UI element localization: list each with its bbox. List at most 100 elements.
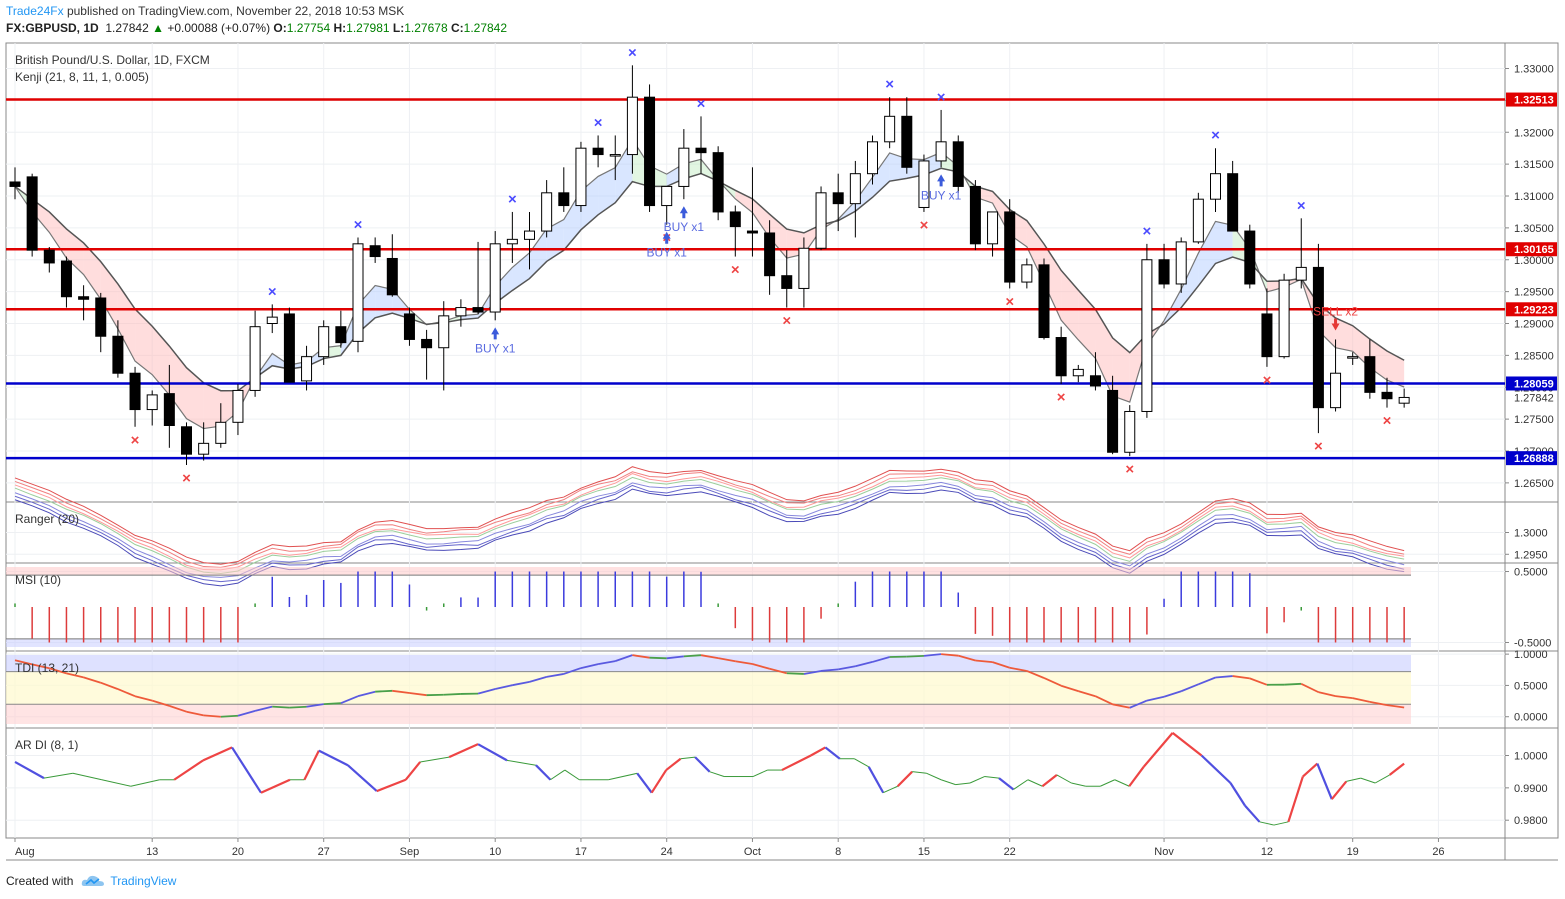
tdi-middle-zone: [6, 671, 1411, 705]
tdi-line-segment: [992, 661, 1010, 669]
tdi-line-segment: [563, 667, 582, 675]
ardi-line-segment: [1374, 774, 1390, 784]
fractal-low-marker: ×: [1314, 438, 1323, 455]
candle-body: [969, 185, 981, 245]
tdi-line-segment: [254, 705, 273, 712]
buy-arrow-icon: [662, 231, 671, 244]
ardi-line-segment: [998, 777, 1015, 791]
ardi-line-segment: [347, 764, 378, 792]
tdi-line-segment: [786, 672, 804, 675]
tdi-line-segment: [49, 667, 67, 675]
candle: [746, 167, 758, 257]
buy-signal-label: BUY x1: [646, 246, 687, 260]
y-tick-label: 1.2950: [1514, 549, 1548, 561]
fractal-high-marker: ×: [508, 191, 517, 208]
kenji-ribbon-segment: [186, 367, 204, 429]
resistance-level-tag: [1506, 92, 1557, 107]
publisher-name[interactable]: Trade24Fx: [6, 4, 64, 18]
x-tick-label: 12: [1261, 846, 1273, 858]
candle-body: [867, 141, 878, 175]
y-tick-label: 1.31000: [1514, 191, 1554, 203]
ardi-line-segment: [854, 758, 869, 768]
candle: [884, 97, 896, 149]
buy-arrow-icon: [937, 174, 946, 187]
candle: [987, 211, 999, 257]
candle-body: [729, 211, 741, 228]
y-tick-label: 0.9800: [1514, 815, 1548, 827]
tdi-line-segment: [357, 690, 376, 698]
kenji-ribbon-segment: [1044, 243, 1062, 321]
tdi-line-segment: [906, 654, 924, 658]
candle: [78, 285, 90, 321]
tdi-line-segment: [443, 693, 461, 696]
close-label: C:: [450, 21, 464, 35]
resistance-level-tag: [1506, 242, 1557, 257]
candle-body: [1107, 389, 1119, 453]
ardi-line-segment: [318, 749, 349, 767]
candle: [283, 307, 295, 383]
tradingview-link[interactable]: TradingView: [81, 874, 176, 888]
candle: [1381, 377, 1393, 408]
candle-body: [918, 160, 930, 208]
x-tick-label: 10: [489, 846, 501, 858]
sell-signal-label: SELL x2: [1313, 304, 1358, 318]
candle-body: [1192, 198, 1204, 243]
ardi-line-segment: [694, 756, 711, 773]
candle: [1398, 388, 1410, 408]
candle: [1038, 258, 1050, 340]
resistance-level-label: 1.30165: [1514, 244, 1554, 256]
candle-body: [232, 389, 244, 423]
resistance-level-tag: [1506, 302, 1557, 317]
tdi-line-segment: [1129, 699, 1148, 709]
candle: [592, 135, 604, 168]
tdi-line-segment: [769, 667, 787, 675]
ranger-band-line: [14, 466, 1405, 565]
ardi-line-segment: [1128, 766, 1145, 787]
candle-body: [1244, 230, 1256, 285]
fractal-high-marker: ×: [268, 283, 277, 300]
candle: [9, 167, 21, 200]
ardi-line-segment: [173, 759, 204, 781]
candle: [163, 364, 175, 448]
candle: [301, 345, 313, 391]
candle-body: [1261, 313, 1273, 358]
open-value: 1.27754: [286, 21, 331, 35]
kenji-ribbon-segment: [1215, 221, 1233, 264]
x-tick-label: 17: [575, 846, 587, 858]
support-level-tag: [1506, 376, 1557, 391]
y-tick-label: 1.26500: [1514, 478, 1554, 490]
support-level-label: 1.26888: [1514, 453, 1554, 465]
fractal-high-marker: ×: [354, 216, 363, 233]
candle-body: [952, 141, 964, 187]
candle: [1312, 243, 1324, 434]
msi-upper-zone: [6, 567, 1411, 576]
tdi-line-segment: [1386, 704, 1405, 709]
high-label: H:: [333, 21, 347, 35]
candle-body: [95, 297, 107, 337]
ranger-band-line: [14, 471, 1405, 568]
last-price: 1.27842: [105, 21, 149, 35]
candle-body: [1295, 266, 1307, 281]
candle-body: [215, 421, 227, 444]
tdi-line-segment: [820, 668, 839, 672]
tdi-line-segment: [529, 675, 547, 683]
candle: [403, 307, 415, 346]
tdi-line-segment: [1318, 691, 1336, 698]
kenji-ribbon-segment: [1181, 253, 1199, 308]
y-tick-label: -0.5000: [1514, 637, 1551, 649]
candle-body: [661, 185, 673, 207]
high-value: 1.27981: [346, 21, 390, 35]
ardi-line-segment: [477, 743, 508, 762]
candle-body: [524, 230, 535, 240]
candle-body: [935, 141, 947, 162]
ardi-line-segment: [709, 771, 725, 778]
candle: [60, 256, 72, 308]
candle-body: [1021, 264, 1033, 283]
ardi-line-segment: [1200, 754, 1232, 784]
candle: [1210, 148, 1221, 212]
tdi-line-segment: [683, 654, 702, 658]
tdi-line-segment: [477, 688, 496, 695]
last-price-label: 1.27842: [1514, 392, 1554, 404]
candle-body: [849, 173, 861, 205]
